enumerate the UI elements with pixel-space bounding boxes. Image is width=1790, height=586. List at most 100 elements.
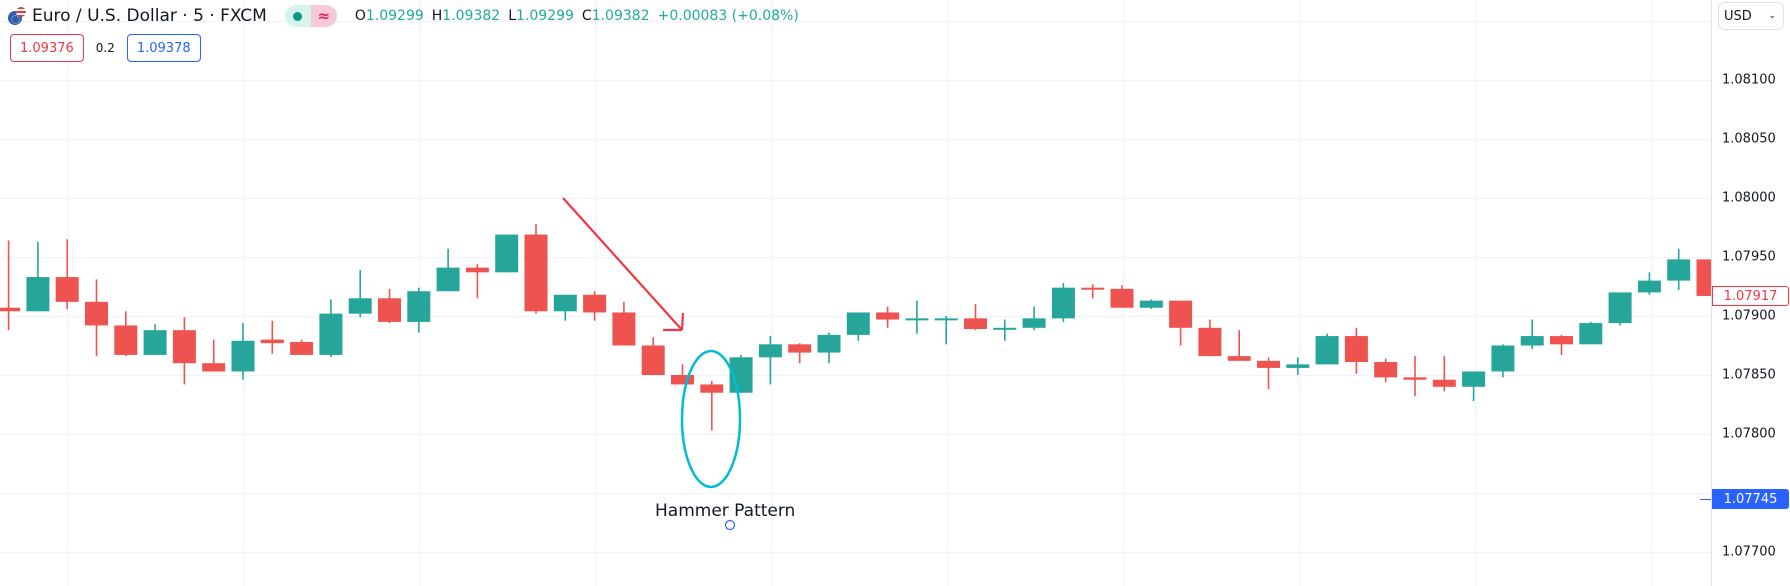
candle [407,287,431,333]
candle-series [0,223,1711,431]
symbol-title[interactable]: Euro / U.S. Dollar · 5 · FXCM [32,6,267,26]
buy-button[interactable]: 1.09378 [126,34,201,62]
price-axis[interactable]: USD ⌄ 1.08100 1.08050 1.08000 1.07950 1.… [1711,0,1790,586]
candle [583,291,607,321]
candle [1139,299,1163,309]
candle [231,323,255,380]
candle [0,240,21,331]
market-open-dot-icon[interactable] [284,5,311,27]
candle [1081,284,1105,299]
price-tick: 1.07800 [1722,426,1776,442]
candle [671,364,694,385]
candle [1022,306,1046,331]
candle [905,300,929,334]
candle [260,320,284,354]
candle [378,288,401,324]
price-tick: 1.08100 [1722,72,1776,88]
candle [1403,356,1427,397]
candle [817,332,841,364]
candle [143,324,167,355]
chart-grid [0,0,1711,586]
candle [1051,282,1075,322]
hammer-pattern-label[interactable]: Hammer Pattern [655,501,796,521]
candle [495,234,519,273]
candle [846,312,870,341]
candle [348,269,372,318]
candle [1462,371,1486,401]
candle [1227,330,1251,361]
high-label: H [431,8,443,24]
ohlc-values: O 1.09299 H 1.09382 L 1.09299 C 1.09382 +0.0… [355,8,799,24]
candle [934,316,958,345]
price-tick: 1.08000 [1722,190,1776,206]
low-value: 1.09299 [516,8,574,24]
trade-buttons: 1.09376 0.2 1.09378 [10,34,201,62]
candle [1198,319,1222,357]
spread-value: 0.2 [95,41,115,55]
currency-value: USD [1724,8,1752,24]
price-tick: 1.08050 [1722,131,1776,147]
candle [436,248,460,292]
candle [1696,259,1711,296]
candle [1667,248,1691,291]
candle [1550,334,1573,355]
text-anchor-handle[interactable] [724,519,736,531]
candle [553,294,577,321]
high-value: 1.09382 [442,8,501,24]
candle [1608,292,1632,326]
candle [788,343,812,364]
candle [641,337,665,375]
market-status-pill[interactable]: ≈ [284,5,337,27]
chevron-down-icon: ⌄ [1768,11,1776,21]
candle [524,223,548,314]
chart-drawings[interactable] [562,197,742,531]
candle [1169,300,1193,346]
candle [1315,333,1339,365]
price-tick: 1.07900 [1722,308,1776,324]
crosshair-price-label: 1.07745 [1712,489,1789,509]
candle [612,301,636,346]
low-label: L [508,8,517,24]
candle [1374,358,1398,383]
candle [55,239,79,309]
candle [319,299,343,358]
sell-button[interactable]: 1.09376 [10,34,84,62]
last-price-label: 1.07917 [1712,286,1789,306]
eur-usd-flag-icon [8,7,26,25]
candle [202,339,226,372]
ellipse-drawing[interactable] [680,349,742,489]
candle [993,319,1017,341]
price-tick: 1.07950 [1722,249,1776,265]
candle [26,241,50,312]
candle [964,304,987,331]
candle [1579,321,1603,345]
price-tick: 1.07700 [1722,544,1776,560]
close-label: C [581,8,592,24]
candlestick-chart[interactable] [0,0,1711,586]
candle [290,339,314,355]
candle [1344,327,1368,374]
price-tick: 1.07850 [1722,367,1776,383]
price-change: +0.00083 (+0.08%) [657,8,799,24]
candle [465,264,489,299]
candle [1491,344,1515,378]
open-label: O [354,8,366,24]
candle [876,306,900,328]
candle [1110,285,1134,308]
candle [1286,357,1310,375]
arrow-drawing[interactable] [562,197,685,332]
candle [1637,272,1661,295]
candle [700,380,724,431]
candle [1520,319,1544,350]
candle [1257,357,1280,390]
candle [758,336,782,385]
close-value: 1.09382 [591,8,650,24]
candle [172,317,196,385]
candle [1432,356,1456,392]
open-value: 1.09299 [365,8,424,24]
delayed-data-wave-icon[interactable]: ≈ [310,5,337,27]
candle [85,279,108,357]
chart-legend-header: Euro / U.S. Dollar · 5 · FXCM ≈ O 1.09299… [8,3,799,29]
candle [114,311,138,357]
currency-dropdown[interactable]: USD ⌄ [1718,2,1784,30]
